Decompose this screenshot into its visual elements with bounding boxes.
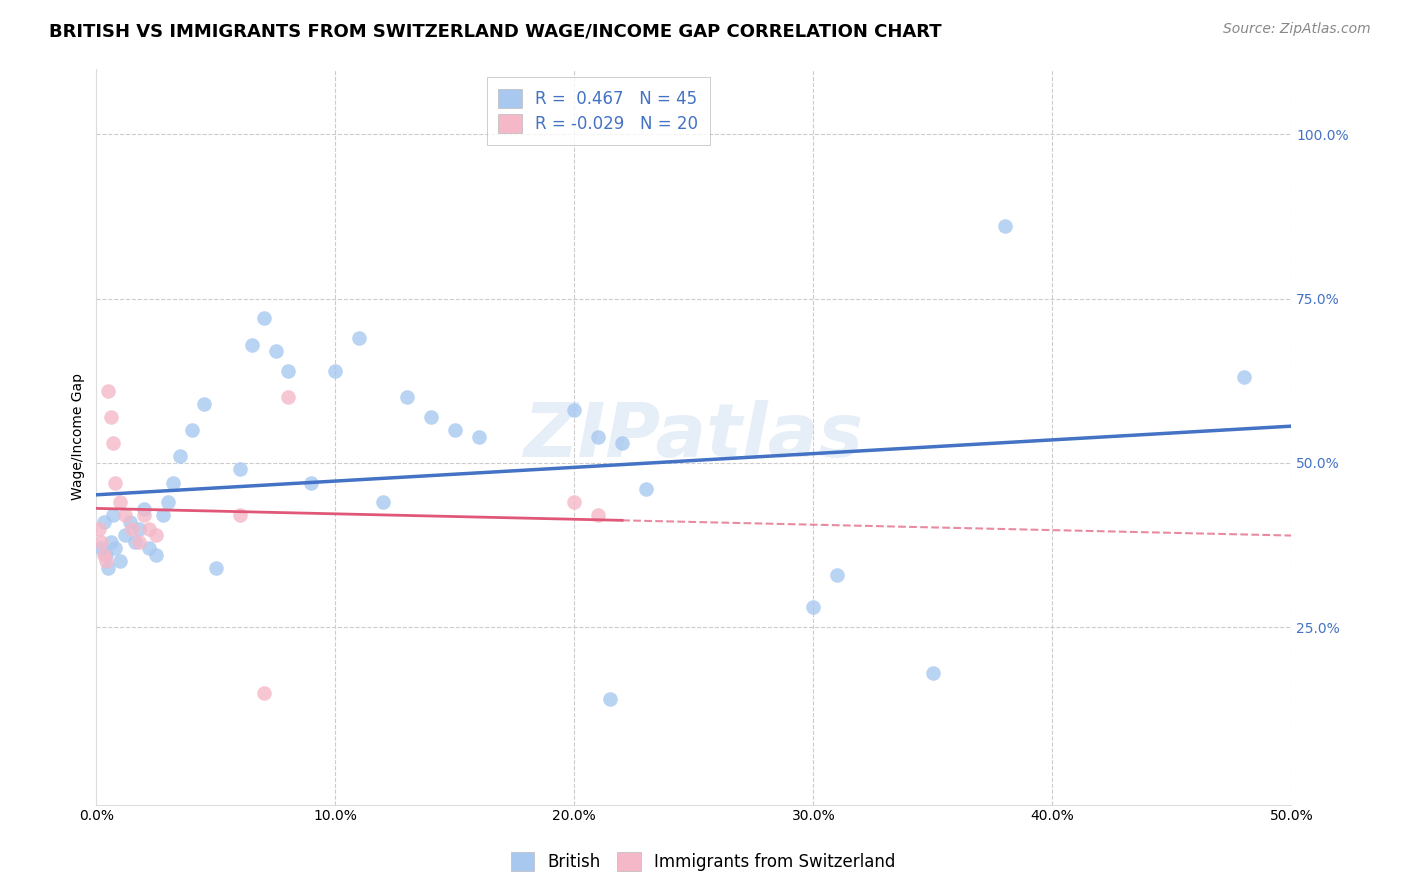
Point (325, 364, 347, 378)
Point (396, 390, 419, 404)
Point (610, 436, 633, 450)
Point (993, 219, 1015, 234)
Point (128, 522, 150, 536)
Point (101, 508, 124, 523)
Point (169, 450, 191, 464)
Point (110, 495, 132, 509)
Point (104, 475, 127, 490)
Point (229, 462, 252, 476)
Text: BRITISH VS IMMIGRANTS FROM SWITZERLAND WAGE/INCOME GAP CORRELATION CHART: BRITISH VS IMMIGRANTS FROM SWITZERLAND W… (49, 22, 942, 40)
Point (253, 686, 276, 700)
Point (193, 397, 215, 411)
Point (114, 528, 136, 542)
Point (420, 409, 443, 424)
Point (349, 331, 371, 345)
Point (825, 567, 848, 582)
Point (801, 600, 824, 615)
Point (373, 495, 395, 509)
Point (97, 561, 120, 575)
Point (205, 561, 228, 575)
Point (90, 534, 112, 549)
Point (152, 508, 174, 523)
Point (101, 436, 124, 450)
Point (468, 429, 491, 443)
Point (121, 522, 143, 536)
Point (562, 495, 585, 509)
Point (229, 508, 252, 523)
Point (93, 548, 115, 562)
Y-axis label: Wage/Income Gap: Wage/Income Gap (72, 373, 86, 500)
Point (134, 508, 156, 523)
Point (921, 666, 943, 681)
Point (634, 482, 657, 496)
Point (138, 522, 160, 536)
Point (87, 522, 110, 536)
Point (110, 554, 132, 568)
Point (562, 403, 585, 417)
Point (240, 337, 263, 351)
Point (162, 475, 184, 490)
Point (128, 534, 150, 549)
Point (301, 475, 323, 490)
Point (118, 515, 141, 529)
Point (599, 692, 621, 706)
Point (90, 541, 112, 556)
Point (94, 554, 117, 568)
Point (586, 429, 609, 443)
Point (264, 344, 287, 359)
Text: ZIPatlas: ZIPatlas (524, 401, 863, 473)
Point (145, 528, 167, 542)
Legend: British, Immigrants from Switzerland: British, Immigrants from Switzerland (502, 843, 904, 880)
Point (100, 534, 122, 549)
Point (157, 495, 180, 509)
Point (114, 508, 136, 523)
Point (1232, 370, 1254, 384)
Point (124, 534, 146, 549)
Point (181, 423, 204, 437)
Point (100, 409, 122, 424)
Legend: R =  0.467   N = 45, R = -0.029   N = 20: R = 0.467 N = 45, R = -0.029 N = 20 (486, 77, 710, 145)
Point (93, 515, 115, 529)
Point (277, 390, 299, 404)
Point (586, 508, 609, 523)
Point (138, 541, 160, 556)
Point (444, 423, 467, 437)
Point (134, 501, 156, 516)
Point (94, 548, 117, 562)
Point (97, 384, 120, 398)
Point (277, 364, 299, 378)
Point (104, 541, 127, 556)
Point (253, 311, 276, 326)
Text: Source: ZipAtlas.com: Source: ZipAtlas.com (1223, 22, 1371, 37)
Point (145, 548, 167, 562)
